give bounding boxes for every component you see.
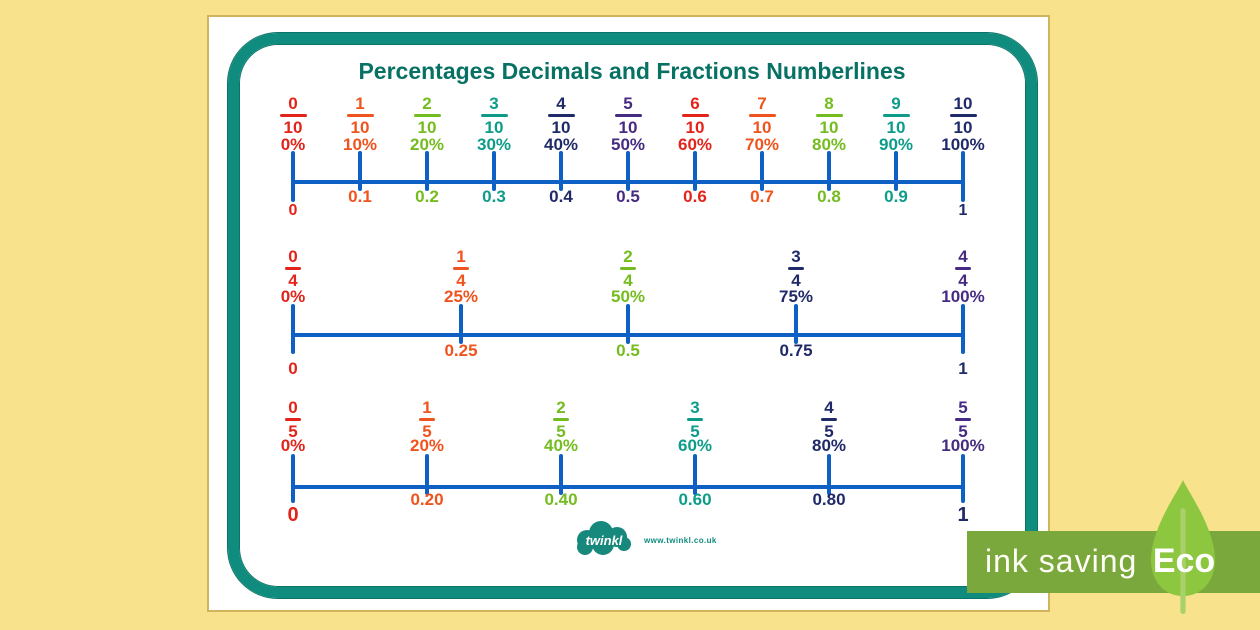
decimal-label: 0.3 bbox=[482, 187, 506, 206]
tick bbox=[693, 454, 697, 495]
end-tick bbox=[291, 304, 295, 354]
tick bbox=[827, 151, 831, 191]
percent-label: 50% bbox=[610, 135, 646, 154]
percent-label: 80% bbox=[811, 436, 847, 455]
decimal-label: 0.60 bbox=[678, 490, 712, 509]
tick bbox=[760, 151, 764, 191]
end-label: 0 bbox=[288, 359, 298, 378]
decimal-label: 0.25 bbox=[444, 341, 478, 360]
percent-label: 30% bbox=[476, 135, 512, 154]
end-tick bbox=[291, 454, 295, 503]
page-title: Percentages Decimals and Fractions Numbe… bbox=[358, 58, 906, 84]
twinkl-logo-icon: twinkl bbox=[577, 521, 631, 555]
end-tick bbox=[961, 454, 965, 503]
end-tick bbox=[961, 151, 965, 202]
teal-rounded-frame bbox=[228, 33, 1037, 598]
numberline-fifths-bar bbox=[293, 485, 963, 489]
decimal-label: 0.8 bbox=[817, 187, 841, 206]
tick bbox=[358, 151, 362, 191]
fraction-label: 10 10 bbox=[921, 95, 1005, 136]
percent-label: 0% bbox=[280, 135, 306, 154]
percent-label: 25% bbox=[443, 287, 479, 306]
fraction-label: 1 10 bbox=[318, 95, 402, 136]
end-label: 0 bbox=[288, 202, 298, 219]
tick bbox=[425, 151, 429, 191]
percent-label: 20% bbox=[409, 436, 445, 455]
percent-label: 60% bbox=[677, 135, 713, 154]
tick bbox=[459, 304, 463, 344]
percent-label: 60% bbox=[677, 436, 713, 455]
decimal-label: 0.40 bbox=[544, 490, 578, 509]
fraction-label: 2 10 bbox=[385, 95, 469, 136]
decimal-label: 0.80 bbox=[812, 490, 846, 509]
percent-label: 100% bbox=[941, 135, 985, 154]
percent-label: 70% bbox=[744, 135, 780, 154]
fraction-label: 4 10 bbox=[519, 95, 603, 136]
decimal-label: 0.2 bbox=[415, 187, 439, 206]
fraction-label: 5 10 bbox=[586, 95, 670, 136]
fraction-label: 3 10 bbox=[452, 95, 536, 136]
percent-label: 50% bbox=[610, 287, 646, 306]
tick bbox=[559, 454, 563, 495]
eco-leaf-icon bbox=[1151, 480, 1215, 614]
tick bbox=[559, 151, 563, 191]
decimal-label: 0.5 bbox=[616, 187, 640, 206]
end-tick bbox=[291, 151, 295, 202]
decimal-label: 0.6 bbox=[683, 187, 707, 206]
ink-saving-label: ink saving bbox=[985, 543, 1138, 579]
twinkl-logo-text: twinkl bbox=[586, 533, 623, 548]
tick bbox=[794, 304, 798, 344]
percent-label: 80% bbox=[811, 135, 847, 154]
tick bbox=[626, 304, 630, 344]
percent-label: 0% bbox=[280, 436, 306, 455]
decimal-label: 0.9 bbox=[884, 187, 908, 206]
fraction-label: 0 10 bbox=[251, 95, 335, 136]
percent-label: 0% bbox=[280, 287, 306, 306]
percent-label: 40% bbox=[543, 135, 579, 154]
end-label: 1 bbox=[958, 359, 968, 378]
decimal-label: 0.5 bbox=[616, 341, 640, 360]
tick bbox=[693, 151, 697, 191]
percent-label: 20% bbox=[409, 135, 445, 154]
decimal-label: 0.4 bbox=[549, 187, 573, 206]
eco-label: Eco bbox=[1152, 542, 1216, 580]
fraction-label: 9 10 bbox=[854, 95, 938, 136]
decimal-label: 0.7 bbox=[750, 187, 774, 206]
tick bbox=[626, 151, 630, 191]
decimal-label: 0.20 bbox=[410, 490, 444, 509]
twinkl-url: www.twinkl.co.uk bbox=[644, 536, 717, 545]
fraction-label: 6 10 bbox=[653, 95, 737, 136]
percent-label: 100% bbox=[941, 287, 985, 306]
tick bbox=[827, 454, 831, 495]
percent-label: 90% bbox=[878, 135, 914, 154]
end-tick bbox=[961, 304, 965, 354]
percent-label: 40% bbox=[543, 436, 579, 455]
percent-label: 100% bbox=[941, 436, 985, 455]
decimal-label: 0.75 bbox=[779, 341, 813, 360]
end-label: 1 bbox=[957, 504, 969, 526]
fraction-label: 7 10 bbox=[720, 95, 804, 136]
percent-label: 75% bbox=[778, 287, 814, 306]
end-label: 0 bbox=[287, 504, 299, 526]
end-label: 1 bbox=[958, 202, 968, 219]
tick bbox=[492, 151, 496, 191]
fraction-label: 8 10 bbox=[787, 95, 871, 136]
tick bbox=[894, 151, 898, 191]
decimal-label: 0.1 bbox=[348, 187, 372, 206]
percent-label: 10% bbox=[342, 135, 378, 154]
tick bbox=[425, 454, 429, 495]
